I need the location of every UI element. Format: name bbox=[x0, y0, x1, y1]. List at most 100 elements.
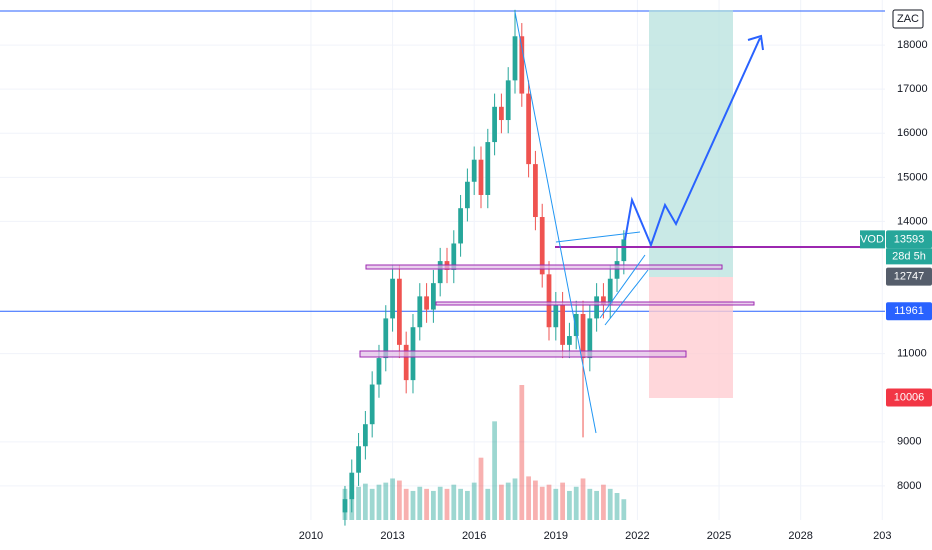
candle-body bbox=[607, 278, 613, 306]
volume-bar bbox=[580, 478, 586, 520]
profit-zone[interactable] bbox=[649, 10, 733, 277]
zone-rect[interactable] bbox=[359, 350, 687, 358]
volume-bar bbox=[594, 490, 600, 520]
symbol-label: ZAC bbox=[897, 13, 919, 25]
candle-body bbox=[451, 243, 457, 270]
x-tick-label: 2013 bbox=[380, 530, 404, 542]
volume bbox=[342, 385, 627, 520]
candle-body bbox=[519, 36, 525, 94]
candle-body bbox=[594, 296, 600, 319]
candle-body bbox=[587, 318, 593, 359]
labels: 2010 2013 2016 2019 2022 2025 2028 203 8000 9000 1… bbox=[299, 9, 932, 542]
countdown-label: 28d 5h bbox=[892, 250, 926, 262]
volume-bar bbox=[431, 490, 436, 520]
candle-body bbox=[560, 305, 565, 345]
y-tick-label: 9000 bbox=[897, 436, 921, 448]
volume-bar bbox=[573, 486, 579, 520]
volume-bar bbox=[485, 488, 491, 520]
volume-bar bbox=[437, 486, 443, 520]
candle-body bbox=[383, 318, 389, 359]
volume-bar bbox=[390, 478, 395, 520]
y-tick-label: 18000 bbox=[897, 39, 928, 51]
x-tick-label: 2010 bbox=[299, 530, 323, 542]
trendlines bbox=[514, 11, 649, 434]
volume-bar bbox=[376, 484, 382, 520]
volume-bar bbox=[614, 493, 620, 520]
volume-bar bbox=[383, 482, 389, 520]
volume-bar bbox=[451, 484, 457, 520]
volume-bar bbox=[444, 488, 450, 520]
volume-bar bbox=[356, 486, 361, 520]
x-tick-label: 203 bbox=[873, 530, 891, 542]
price-label-box bbox=[886, 230, 932, 249]
candle-body bbox=[342, 499, 348, 513]
candle-body bbox=[512, 36, 518, 81]
candle-body bbox=[403, 344, 409, 381]
candle-body bbox=[431, 283, 436, 310]
volume-bar bbox=[539, 486, 545, 520]
name-label: VOD bbox=[860, 233, 884, 245]
y-tick-label: 14000 bbox=[897, 215, 928, 227]
price-label-box bbox=[886, 302, 932, 321]
candle-body bbox=[539, 217, 545, 275]
trendline[interactable] bbox=[514, 11, 597, 434]
volume-bar bbox=[567, 490, 572, 520]
candle-body bbox=[424, 296, 429, 310]
volume-bar bbox=[546, 484, 552, 520]
volume-bar bbox=[362, 483, 368, 520]
candle-body bbox=[580, 314, 586, 359]
volume-bar bbox=[505, 482, 511, 520]
volume-bar bbox=[369, 488, 375, 520]
candle-body bbox=[526, 93, 531, 165]
x-tick-label: 2019 bbox=[544, 530, 568, 542]
zone-rect[interactable] bbox=[365, 264, 723, 270]
price-label: 12747 bbox=[894, 271, 925, 283]
volume-bar bbox=[499, 484, 504, 520]
y-tick-label: 8000 bbox=[897, 480, 921, 492]
candle-body bbox=[614, 261, 620, 279]
volume-bar bbox=[424, 488, 429, 520]
y-tick-label: 17000 bbox=[897, 83, 928, 95]
price-label: 13593 bbox=[894, 233, 925, 245]
candle-body bbox=[505, 80, 511, 121]
y-tick-label: 15000 bbox=[897, 171, 928, 183]
zone-rect[interactable] bbox=[435, 301, 755, 306]
loss-zone[interactable] bbox=[649, 277, 733, 398]
candle-body bbox=[356, 446, 361, 473]
volume-bar bbox=[519, 385, 525, 520]
volume-bar bbox=[396, 480, 402, 520]
symbol-box bbox=[892, 9, 924, 29]
y-tick-label: 11000 bbox=[897, 348, 927, 360]
candle-body bbox=[376, 358, 382, 385]
x-tick-label: 2016 bbox=[462, 530, 486, 542]
candle-body bbox=[567, 336, 572, 345]
volume-bar bbox=[601, 484, 606, 520]
volume-bar bbox=[526, 476, 531, 520]
candle-body bbox=[471, 159, 477, 182]
candle-body bbox=[573, 314, 579, 337]
price-label: 11961 bbox=[894, 305, 924, 317]
candle-body bbox=[499, 106, 504, 121]
volume-bar bbox=[471, 482, 477, 520]
volume-bar bbox=[403, 488, 409, 520]
volume-bar bbox=[458, 488, 463, 520]
projection-arrow[interactable] bbox=[624, 34, 764, 248]
countdown-box bbox=[886, 248, 932, 265]
candle-body bbox=[369, 384, 375, 425]
x-tick-label: 2022 bbox=[625, 530, 649, 542]
candle-body bbox=[437, 261, 443, 284]
volume-bar bbox=[478, 457, 484, 520]
candle-body bbox=[533, 164, 538, 218]
volume-bar bbox=[553, 488, 559, 520]
trendline[interactable] bbox=[599, 254, 646, 319]
candle-body bbox=[390, 278, 395, 319]
drawings bbox=[359, 246, 885, 358]
volume-bar bbox=[560, 482, 565, 520]
name-box bbox=[860, 230, 885, 249]
trendline[interactable] bbox=[604, 269, 649, 326]
candle-body bbox=[465, 181, 470, 209]
candle-body bbox=[601, 296, 606, 306]
volume-bar bbox=[587, 488, 593, 520]
volume-bar bbox=[533, 480, 538, 520]
